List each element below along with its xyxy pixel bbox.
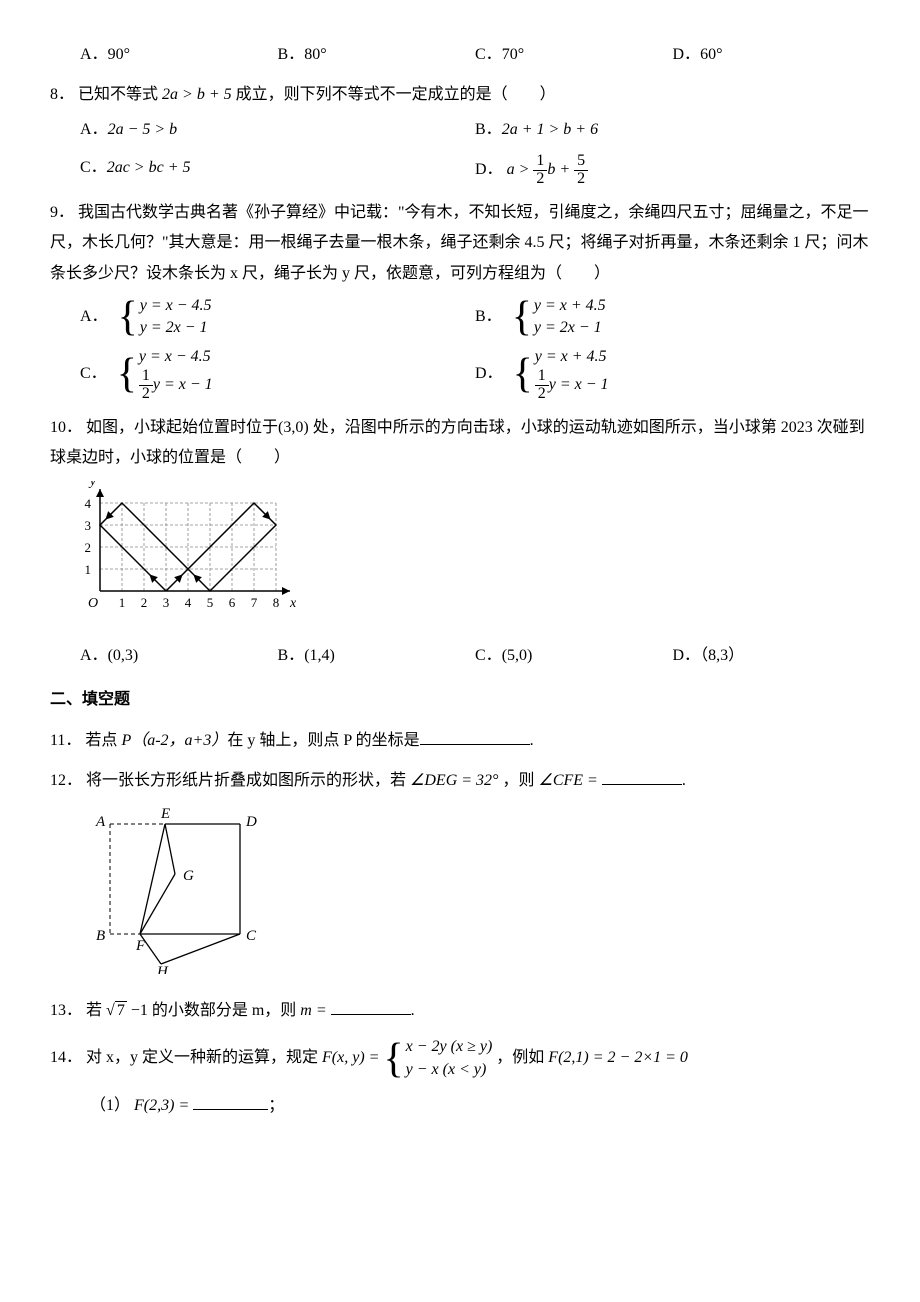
svg-text:O: O [88, 596, 98, 611]
svg-text:B: B [96, 928, 105, 944]
section-2-title: 二、填空题 [50, 685, 870, 715]
q8-opt-c: C．2ac > bc + 5 [80, 153, 475, 188]
svg-text:8: 8 [273, 595, 280, 610]
svg-text:6: 6 [229, 595, 236, 610]
q10-stem-b: 处，沿图中所示的方向击球，小球的运动轨迹如图所示，当小球第 [309, 419, 781, 436]
q14-p1-expr: F(2,3) = [134, 1097, 193, 1114]
q9-row-cd: C． {y = x − 4.512y = x − 1 D． {y = x + 4… [80, 346, 870, 403]
svg-text:7: 7 [251, 595, 258, 610]
q9-opt-b: B． {y = x + 4.5y = 2x − 1 [475, 295, 870, 340]
q11-pt: P（a-2，a+3） [121, 732, 227, 749]
svg-text:1: 1 [85, 562, 92, 577]
q12-num: 12． [50, 772, 82, 789]
q9-stem: 我国古代数学古典名著《孙子算经》中记载："今有木，不知长短，引绳度之，余绳四尺五… [50, 204, 869, 282]
q10-stem-a: 如图，小球起始位置时位于 [86, 419, 278, 436]
q11-num: 11． [50, 732, 81, 749]
svg-text:2: 2 [85, 540, 92, 555]
svg-text:G: G [183, 868, 194, 884]
q8-opt-b: B．2a + 1 > b + 6 [475, 115, 870, 145]
q8-options-row1: A．2a − 5 > b B．2a + 1 > b + 6 [80, 115, 870, 145]
q14-part1: （1） F(2,3) = ； [90, 1091, 870, 1121]
q12: 12． 将一张长方形纸片折叠成如图所示的形状，若 ∠DEG = 32° ，则 ∠… [50, 766, 870, 796]
svg-text:y: y [88, 481, 97, 489]
q11: 11． 若点 P（a-2，a+3）在 y 轴上，则点 P 的坐标是. [50, 726, 870, 756]
q10-options: A．(0,3) B．(1,4) C．(5,0) D．（8,3） [80, 641, 870, 671]
q9: 9． 我国古代数学古典名著《孙子算经》中记载："今有木，不知长短，引绳度之，余绳… [50, 198, 870, 289]
q14-num: 14． [50, 1049, 82, 1066]
left-brace-icon: { [383, 1038, 403, 1080]
svg-text:2: 2 [141, 595, 148, 610]
svg-text:x: x [289, 596, 297, 611]
q13-sqrt: √7 [106, 996, 127, 1026]
q14-blank [193, 1093, 268, 1110]
q11-blank [420, 728, 530, 745]
q10-figure: 123456781234Oxy [70, 481, 870, 632]
q10-start: (3,0) [278, 419, 309, 436]
q13: 13． 若 √7 −1 的小数部分是 m，则 m = . [50, 996, 870, 1026]
q8-options-row2: C．2ac > bc + 5 D． a > 12b + 52 [80, 153, 870, 188]
q10: 10． 如图，小球起始位置时位于(3,0) 处，沿图中所示的方向击球，小球的运动… [50, 413, 870, 474]
q7-opt-b: B．80° [278, 40, 476, 70]
q13-mvar: m = [300, 1002, 330, 1019]
q14-stem-b: ，例如 [496, 1049, 548, 1066]
q12-stem-b: ，则 [498, 772, 538, 789]
q8-num: 8． [50, 86, 74, 103]
q9-num: 9． [50, 204, 74, 221]
q14-fxy: F(x, y) = [322, 1049, 383, 1066]
q14-example: F(2,1) = 2 − 2×1 = 0 [548, 1049, 688, 1066]
svg-text:E: E [160, 806, 170, 822]
q13-stem-b: −1 的小数部分是 m，则 [127, 1002, 300, 1019]
left-brace-icon: { [118, 296, 138, 338]
q7-opt-a: A．90° [80, 40, 278, 70]
q10-opt-a: A．(0,3) [80, 641, 278, 671]
left-brace-icon: { [513, 353, 533, 395]
svg-text:D: D [245, 814, 257, 830]
q12-blank [602, 768, 682, 785]
q12-angle2: ∠CFE = [538, 772, 601, 789]
q8-ineq: 2a > b + 5 [162, 86, 232, 103]
q12-fold-svg: A E D B F C G H [90, 804, 270, 974]
q8-opt-a: A．2a − 5 > b [80, 115, 475, 145]
q9-opt-c: C． {y = x − 4.512y = x − 1 [80, 346, 475, 403]
q14-p1-label: （1） [90, 1097, 130, 1114]
q8-stem-pre: 已知不等式 [78, 86, 158, 103]
svg-text:4: 4 [85, 496, 92, 511]
q7-opt-c: C．70° [475, 40, 673, 70]
q13-stem-a: 若 [86, 1002, 106, 1019]
q10-grid-svg: 123456781234Oxy [70, 481, 300, 621]
q8-opt-d: D． a > 12b + 52 [475, 153, 870, 188]
q8-stem-post: 成立，则下列不等式不一定成立的是（ ） [236, 86, 556, 103]
q12-stem-a: 将一张长方形纸片折叠成如图所示的形状，若 [86, 772, 410, 789]
q9-row-ab: A． {y = x − 4.5y = 2x − 1 B． {y = x + 4.… [80, 295, 870, 340]
svg-text:C: C [246, 928, 257, 944]
q14: 14． 对 x，y 定义一种新的运算，规定 F(x, y) = {x − 2y … [50, 1036, 870, 1081]
q8: 8． 已知不等式 2a > b + 5 成立，则下列不等式不一定成立的是（ ） [50, 80, 870, 110]
svg-text:4: 4 [185, 595, 192, 610]
q13-blank [331, 998, 411, 1015]
q12-angle1: ∠DEG = 32° [410, 772, 498, 789]
q9-opt-a: A． {y = x − 4.5y = 2x − 1 [80, 295, 475, 340]
q10-opt-d: D．（8,3） [673, 641, 871, 671]
q13-num: 13． [50, 1002, 82, 1019]
left-brace-icon: { [512, 296, 532, 338]
svg-text:H: H [156, 964, 169, 974]
q10-opt-b: B．(1,4) [278, 641, 476, 671]
svg-text:3: 3 [85, 518, 92, 533]
q10-num: 10． [50, 419, 82, 436]
q12-figure: A E D B F C G H [90, 804, 870, 985]
q11-stem-b: 在 y 轴上，则点 P 的坐标是 [227, 732, 419, 749]
svg-text:5: 5 [207, 595, 214, 610]
q14-stem-a: 对 x，y 定义一种新的运算，规定 [86, 1049, 322, 1066]
svg-text:1: 1 [119, 595, 126, 610]
q11-stem-a: 若点 [85, 732, 121, 749]
svg-text:3: 3 [163, 595, 170, 610]
q9-opt-d: D． {y = x + 4.512y = x − 1 [475, 346, 870, 403]
svg-text:A: A [95, 814, 106, 830]
q10-opt-c: C．(5,0) [475, 641, 673, 671]
q7-opt-d: D．60° [673, 40, 871, 70]
q10-count: 2023 [781, 419, 813, 436]
left-brace-icon: { [117, 353, 137, 395]
q7-options: A．90° B．80° C．70° D．60° [80, 40, 870, 70]
svg-text:F: F [135, 938, 146, 954]
